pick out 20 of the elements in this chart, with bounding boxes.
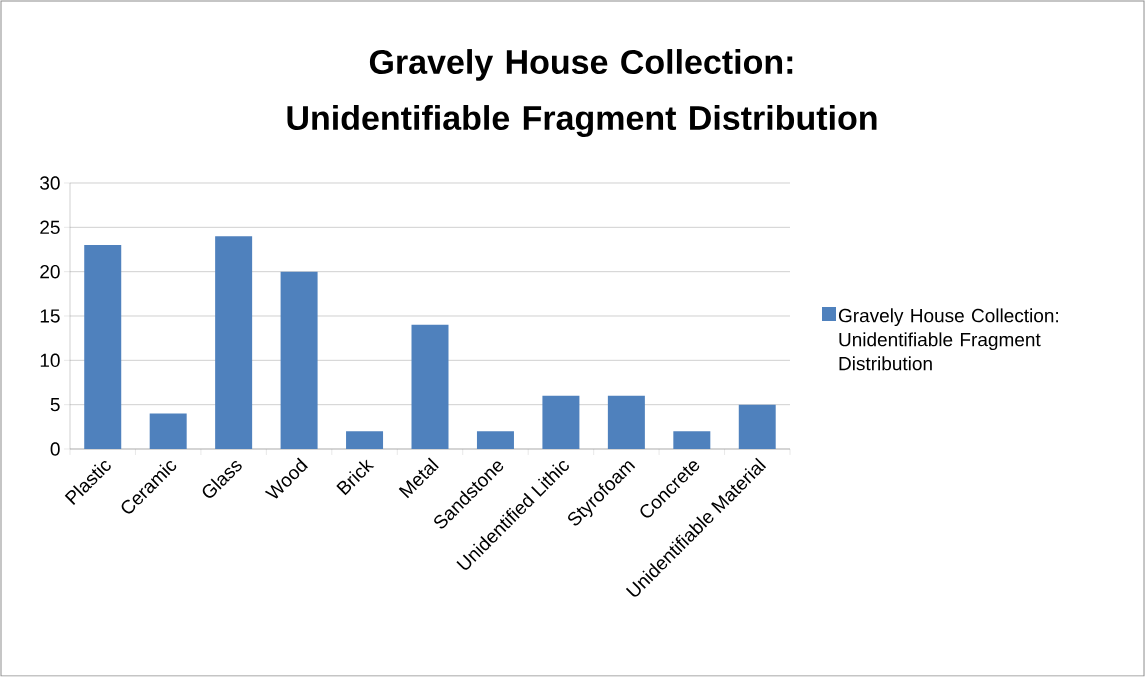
bar: [149, 413, 187, 449]
legend-label: Gravely House Collection: Unidentifiable Fragment Distribution: [838, 308, 1058, 371]
bar: [411, 324, 449, 449]
bar: [84, 245, 122, 449]
bar: [542, 395, 580, 449]
y-tick-label: 15: [40, 309, 60, 323]
y-tick-label: 10: [40, 353, 60, 368]
y-tick-label: 20: [40, 264, 60, 279]
y-tick-label: 5: [50, 398, 60, 412]
y-tick-label: 25: [40, 220, 60, 235]
bar: [215, 236, 253, 449]
bar: [346, 431, 384, 449]
bar: [607, 395, 645, 449]
y-tick-label: 30: [40, 176, 60, 190]
bar: [673, 431, 711, 449]
bar: [738, 404, 776, 449]
bar: [280, 271, 318, 449]
bar: [476, 431, 514, 449]
chart-title: Gravely House Collection: Unidentifiable Fragment Distribution: [287, 49, 877, 137]
y-tick-label: 0: [50, 442, 60, 456]
